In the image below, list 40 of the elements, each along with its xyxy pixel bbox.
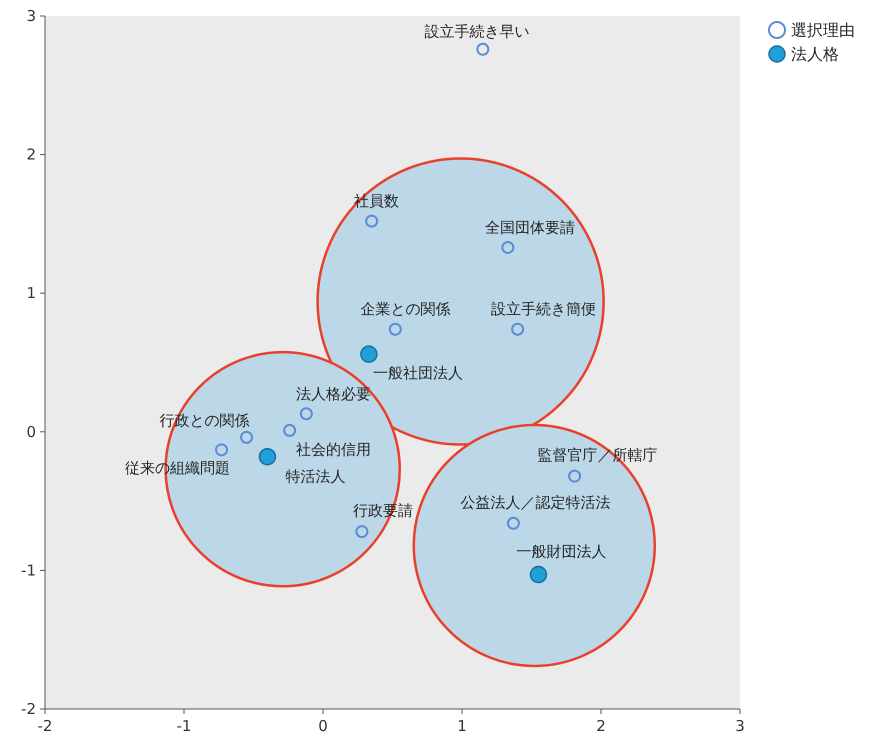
annotation: 一般財団法人: [516, 542, 606, 561]
point: [530, 566, 548, 584]
annotation: 一般社団法人: [372, 364, 463, 382]
point: [501, 240, 514, 254]
point: [240, 430, 254, 444]
x-tick-label: 0: [318, 717, 328, 735]
point: [568, 470, 582, 483]
annotation: 設立手続き早い: [424, 22, 530, 40]
point: [283, 424, 296, 437]
y-tick-label: -1: [21, 561, 36, 580]
point: [506, 516, 520, 530]
legend-label: 法人格: [791, 44, 839, 64]
point: [365, 214, 378, 228]
annotation: 法人格必要: [296, 384, 371, 403]
point: [300, 407, 313, 420]
annotation: 公益法人／認定特活法: [460, 493, 610, 512]
x-tick-label: -2: [38, 717, 52, 735]
point: [215, 443, 228, 456]
point: [388, 322, 402, 336]
annotation: 全国団体要請: [484, 218, 575, 236]
y-tick-label: 2: [26, 146, 36, 164]
y-tick-label: -2: [21, 700, 36, 718]
x-tick-label: 1: [457, 717, 467, 735]
x-tick-label: 3: [735, 717, 745, 735]
annotation: 企業との関係: [360, 300, 450, 318]
point: [355, 525, 368, 538]
x-tick-label: -1: [176, 717, 192, 735]
annotation: 監督官庁／所轄庁: [538, 446, 658, 464]
y-tick-label: 1: [26, 284, 36, 302]
annotation: 設立手続き簡便: [491, 300, 596, 318]
annotation: 社会的信用: [296, 440, 372, 458]
legend-label: 選択理由: [791, 20, 855, 40]
x-tick-label: 2: [596, 717, 606, 735]
point: [258, 448, 276, 466]
y-tick-label: 0: [26, 422, 36, 441]
point: [511, 322, 524, 336]
annotation: 特活法人: [285, 468, 346, 486]
y-tick-label: 3: [26, 7, 36, 25]
point: [476, 42, 490, 56]
point: [360, 345, 378, 363]
